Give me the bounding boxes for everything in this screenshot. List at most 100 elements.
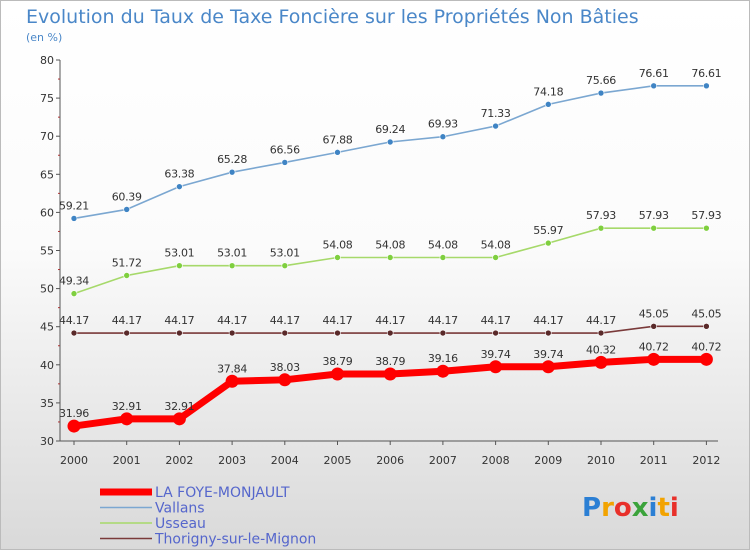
x-tick-label: 2008	[482, 454, 510, 467]
data-point-thorigny-sur-le-mignon	[123, 329, 130, 337]
data-point-la-foye-monjault	[120, 412, 134, 426]
x-tick-label: 2000	[60, 454, 88, 467]
data-point-vallans	[70, 215, 78, 222]
y-tick-label: 50	[40, 283, 54, 296]
data-label-vallans: 71.33	[481, 107, 511, 120]
y-tick-label: 45	[40, 321, 54, 334]
legend-label-vallans: Vallans	[155, 501, 205, 517]
data-point-vallans	[123, 206, 130, 213]
data-label-thorigny-sur-le-mignon: 44.17	[59, 314, 89, 327]
x-tick-label: 2007	[429, 454, 457, 467]
data-point-usseau	[439, 254, 447, 261]
y-tick-label: 70	[40, 130, 54, 143]
data-label-thorigny-sur-le-mignon: 44.17	[323, 314, 353, 327]
data-label-la-foye-monjault: 38.03	[270, 361, 300, 374]
data-point-usseau	[228, 262, 236, 269]
data-point-thorigny-sur-le-mignon	[228, 329, 236, 337]
data-point-usseau	[386, 254, 394, 261]
data-point-usseau	[492, 254, 499, 261]
x-tick-label: 2002	[165, 454, 193, 467]
data-label-usseau: 49.34	[59, 275, 89, 288]
data-point-usseau	[70, 290, 78, 297]
data-point-thorigny-sur-le-mignon	[70, 329, 78, 337]
data-point-usseau	[544, 239, 552, 247]
data-label-usseau: 57.93	[691, 209, 721, 222]
data-label-thorigny-sur-le-mignon: 44.17	[533, 314, 563, 327]
data-label-usseau: 53.01	[270, 247, 300, 260]
logo-letter-x: x	[632, 493, 649, 523]
logo-letter-t: t	[657, 493, 669, 523]
data-label-thorigny-sur-le-mignon: 44.17	[270, 314, 300, 327]
logo-letter-r: r	[601, 493, 614, 523]
data-label-vallans: 59.21	[59, 199, 89, 212]
data-point-thorigny-sur-le-mignon	[544, 329, 552, 337]
proxiti-logo: Proxiti	[582, 493, 679, 523]
legend: LA FOYE-MONJAULTVallansUsseauThorigny-su…	[100, 485, 316, 548]
data-point-la-foye-monjault	[699, 352, 713, 366]
data-label-vallans: 63.38	[164, 168, 194, 181]
x-tick-label: 2011	[640, 454, 668, 467]
y-tick-label: 80	[40, 54, 54, 67]
data-label-la-foye-monjault: 32.91	[164, 400, 194, 413]
data-point-la-foye-monjault	[331, 367, 344, 381]
data-label-usseau: 54.08	[375, 239, 405, 252]
data-label-vallans: 66.56	[270, 143, 300, 156]
logo-letter-o: o	[614, 493, 632, 523]
data-point-la-foye-monjault	[436, 364, 450, 378]
data-point-usseau	[281, 262, 289, 269]
data-label-la-foye-monjault: 39.16	[428, 352, 458, 365]
data-point-vallans	[176, 183, 183, 190]
y-tick-label: 65	[40, 168, 54, 181]
data-label-la-foye-monjault: 37.84	[217, 362, 247, 375]
chart-title: Evolution du Taux de Taxe Foncière sur l…	[26, 6, 639, 28]
legend-label-la-foye-monjault: LA FOYE-MONJAULT	[155, 485, 290, 501]
data-point-la-foye-monjault	[67, 419, 81, 433]
data-point-thorigny-sur-le-mignon	[597, 329, 605, 337]
data-point-vallans	[228, 168, 236, 176]
data-point-thorigny-sur-le-mignon	[334, 329, 341, 337]
data-label-usseau: 51.72	[112, 256, 142, 269]
data-label-la-foye-monjault: 39.74	[533, 348, 563, 361]
y-tick-label: 55	[40, 245, 54, 258]
y-tick-label: 40	[40, 359, 54, 372]
x-tick-label: 2009	[534, 454, 562, 467]
data-point-la-foye-monjault	[594, 355, 608, 369]
data-label-usseau: 54.08	[428, 239, 458, 252]
data-point-vallans	[439, 133, 447, 141]
x-tick-label: 2004	[271, 454, 299, 467]
axes: 30 35 40 45 50 55 60 65 70 75 80 2000 2001 2002 2003 20…	[40, 54, 720, 467]
data-label-vallans: 76.61	[639, 67, 669, 80]
data-point-thorigny-sur-le-mignon	[281, 329, 289, 337]
proxiti-logo-text: Proxiti	[582, 493, 679, 523]
data-point-vallans	[544, 101, 552, 108]
data-point-usseau	[650, 224, 658, 232]
y-tick-label: 75	[40, 92, 54, 105]
data-point-vallans	[492, 122, 499, 130]
series-layer	[67, 82, 713, 433]
y-tick-label: 30	[40, 435, 54, 448]
data-point-vallans	[703, 82, 710, 90]
data-point-usseau	[334, 254, 341, 261]
logo-letter-p: P	[582, 493, 601, 523]
x-tick-label: 2012	[692, 454, 720, 467]
data-label-la-foye-monjault: 31.96	[59, 407, 89, 420]
data-label-usseau: 57.93	[586, 209, 616, 222]
y-tick-label: 60	[40, 206, 54, 219]
data-label-usseau: 54.08	[481, 239, 511, 252]
data-point-vallans	[386, 138, 394, 146]
data-label-vallans: 67.88	[323, 133, 353, 146]
data-label-thorigny-sur-le-mignon: 45.05	[691, 307, 721, 320]
data-label-thorigny-sur-le-mignon: 44.17	[481, 314, 511, 327]
data-label-thorigny-sur-le-mignon: 44.17	[217, 314, 247, 327]
data-point-la-foye-monjault	[383, 367, 397, 381]
data-label-la-foye-monjault: 39.74	[481, 348, 511, 361]
data-label-la-foye-monjault: 32.91	[112, 400, 142, 413]
legend-label-thorigny-sur-le-mignon: Thorigny-sur-le-Mignon	[154, 532, 316, 548]
data-label-vallans: 75.66	[586, 74, 616, 87]
legend-label-usseau: Usseau	[155, 516, 206, 532]
data-point-usseau	[597, 224, 605, 232]
data-label-thorigny-sur-le-mignon: 44.17	[586, 314, 616, 327]
x-tick-label: 2006	[376, 454, 404, 467]
data-point-usseau	[123, 272, 130, 279]
logo-letter-i2: i	[670, 493, 679, 523]
